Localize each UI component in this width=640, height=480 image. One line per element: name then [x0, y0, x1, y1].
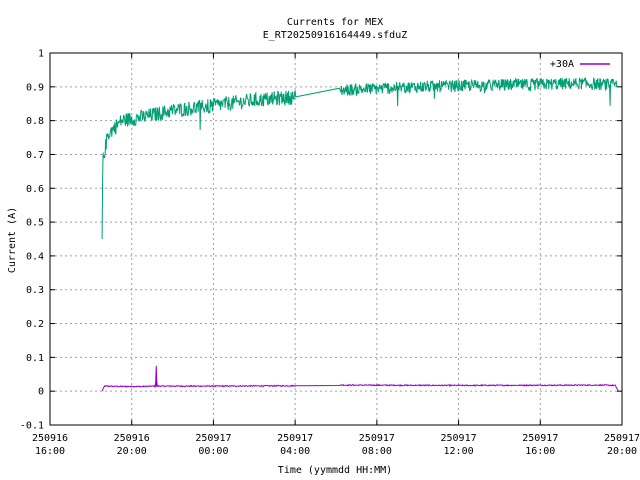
y-tick-label: 1	[38, 49, 44, 60]
x-tick-time: 16:00	[35, 446, 65, 457]
y-axis-label: Current (A)	[7, 207, 18, 273]
x-tick-time: 20:00	[607, 446, 637, 457]
series-line-green	[101, 77, 618, 240]
x-tick-date: 250917	[359, 433, 395, 444]
tick-marks	[49, 52, 623, 426]
x-tick-date: 250916	[114, 433, 150, 444]
series-layer	[101, 77, 619, 392]
y-tick-label: 0.3	[26, 285, 44, 296]
x-tick-date: 250917	[522, 433, 558, 444]
x-tick-time: 20:00	[117, 446, 147, 457]
legend-label-30a: +30A	[550, 59, 574, 70]
y-tick-label: 0.1	[26, 353, 44, 364]
y-tick-label: 0.4	[26, 251, 44, 262]
grid	[50, 53, 622, 425]
y-tick-label: 0.8	[26, 116, 44, 127]
y-tick-label: 0.6	[26, 184, 44, 195]
chart-title: Currents for MEX	[287, 17, 383, 28]
x-tick-time: 12:00	[444, 446, 474, 457]
plot-frame	[49, 52, 623, 426]
x-tick-labels: 250916 16:00 250916 20:00 250917 00:00 250917 0…	[32, 433, 640, 457]
x-tick-date: 250917	[277, 433, 313, 444]
x-tick-time: 08:00	[362, 446, 392, 457]
x-tick-date: 250917	[195, 433, 231, 444]
x-tick-time: 16:00	[525, 446, 555, 457]
y-tick-label: 0.9	[26, 82, 44, 93]
y-tick-label: 0	[38, 387, 44, 398]
x-tick-date: 250917	[604, 433, 640, 444]
y-tick-labels: -0.1 0 0.1 0.2 0.3 0.4 0.5 0.6 0.7 0.8 0.9 1	[20, 49, 44, 432]
y-tick-label: 0.2	[26, 319, 44, 330]
legend: +30A	[550, 59, 610, 70]
x-tick-time: 04:00	[280, 446, 310, 457]
x-tick-date: 250917	[441, 433, 477, 444]
x-tick-time: 00:00	[198, 446, 228, 457]
x-axis-label: Time (yymmdd HH:MM)	[278, 465, 392, 476]
x-tick-date: 250916	[32, 433, 68, 444]
chart-subtitle: E_RT20250916164449.sfduZ	[263, 30, 408, 41]
y-tick-label: -0.1	[20, 421, 44, 432]
series-line-30a	[101, 365, 619, 392]
y-tick-label: 0.5	[26, 218, 44, 229]
y-tick-label: 0.7	[26, 150, 44, 161]
